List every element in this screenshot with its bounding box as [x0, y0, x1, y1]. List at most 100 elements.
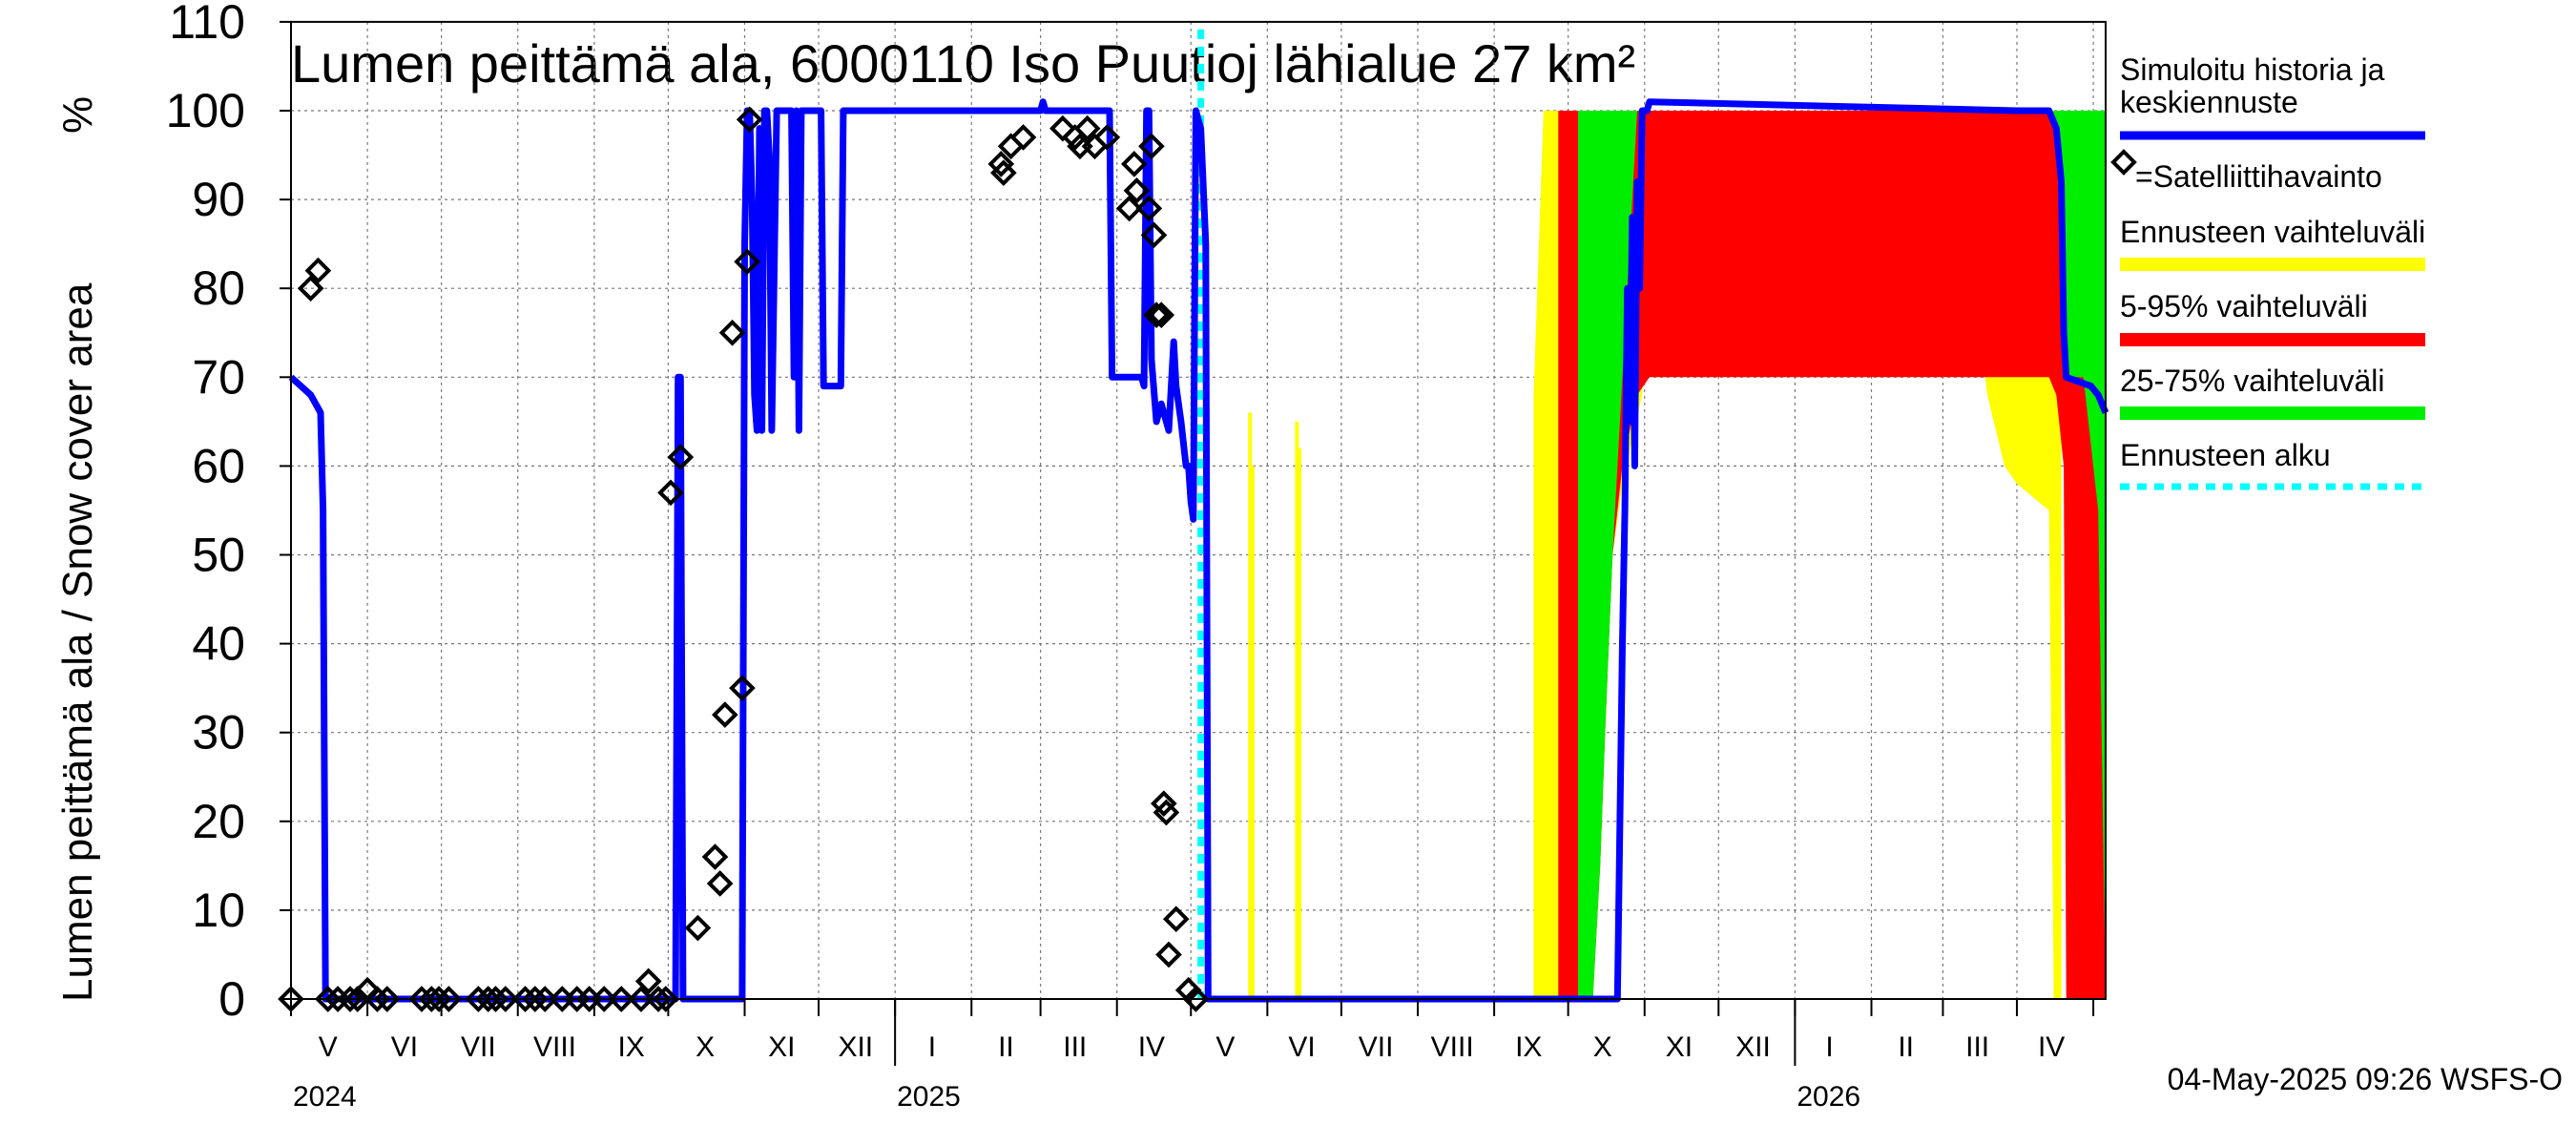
series-layer	[288, 29, 2109, 1003]
observation-point	[1148, 302, 1175, 328]
observation-point	[373, 986, 401, 1012]
observation-point	[684, 914, 712, 942]
observation-point	[1143, 302, 1170, 328]
forecast-bands	[1248, 111, 2106, 999]
observation-point	[628, 986, 654, 1012]
observation-point	[435, 986, 463, 1012]
observation-point	[522, 986, 549, 1012]
band-5-95-vaihteluv-li	[1558, 111, 2106, 999]
observation-point	[990, 159, 1017, 186]
y-tick-label: 20	[192, 795, 245, 848]
observation-point	[734, 248, 760, 276]
band-25-75-vaihteluv-li	[1578, 111, 2106, 999]
y-tick-label: 50	[192, 529, 245, 582]
legend-label-median: Simuloitu historia ja	[2120, 52, 2385, 87]
y-tick-label: 110	[169, 0, 245, 49]
y-axis-unit: %	[54, 96, 101, 134]
month-label: V	[1215, 1031, 1235, 1063]
observation-point	[667, 444, 695, 470]
observation-point	[465, 986, 492, 1012]
month-label: V	[319, 1031, 338, 1063]
legend-label-observation: =Satelliittihavainto	[2135, 159, 2382, 194]
observation-point	[1162, 906, 1190, 933]
observation-point	[987, 151, 1015, 177]
month-label: II	[1898, 1031, 1914, 1063]
month-label: I	[928, 1031, 936, 1063]
observation-point	[591, 986, 618, 1012]
month-label: VII	[461, 1031, 496, 1063]
observation-point	[718, 319, 746, 346]
month-label: X	[696, 1031, 715, 1063]
year-label: 2025	[897, 1081, 961, 1113]
observation-point	[1182, 986, 1210, 1012]
month-label: IV	[1138, 1031, 1165, 1063]
observation-point	[1155, 941, 1182, 968]
observation-point	[1115, 195, 1143, 222]
observation-point	[1153, 799, 1180, 826]
observation-point	[634, 968, 662, 995]
month-label: III	[1965, 1031, 1989, 1063]
month-label: XI	[1666, 1031, 1693, 1063]
month-label: IX	[1515, 1031, 1542, 1063]
year-label: 2026	[1797, 1081, 1860, 1113]
observation-point	[1150, 790, 1177, 818]
observation-point	[474, 986, 502, 1012]
month-label: VIII	[533, 1031, 576, 1063]
observation-point	[706, 870, 734, 897]
y-tick-label: 70	[192, 350, 245, 404]
month-label: VI	[391, 1031, 418, 1063]
observation-point	[1049, 114, 1076, 142]
observation-point	[408, 986, 435, 1012]
observation-point	[531, 986, 559, 1012]
y-tick-label: 30	[192, 706, 245, 760]
observation-point	[729, 675, 756, 701]
observation-point	[1093, 124, 1121, 151]
y-tick-label: 60	[192, 439, 245, 492]
month-label: I	[1825, 1031, 1833, 1063]
month-label: IV	[2038, 1031, 2065, 1063]
observation-point	[1140, 221, 1168, 249]
y-axis-label: Lumen peittämä ala / Snow cover area	[54, 282, 101, 1002]
y-tick-label: 0	[218, 972, 245, 1026]
y-tick-label: 10	[192, 884, 245, 937]
series-line-median	[288, 98, 2109, 1003]
observation-point	[297, 275, 324, 302]
observation-point	[652, 986, 679, 1012]
month-label: III	[1063, 1031, 1087, 1063]
y-tick-label: 40	[192, 617, 245, 671]
month-label: VIII	[1431, 1031, 1474, 1063]
legend-label-ennusteen-vaihteluv-li: Ennusteen vaihteluväli	[2120, 215, 2425, 249]
legend-label-median-line2: keskiennuste	[2120, 85, 2298, 119]
month-label: X	[1593, 1031, 1612, 1063]
observation-point	[304, 257, 332, 284]
observation-point	[608, 986, 635, 1012]
observation-point	[492, 986, 519, 1012]
observation-point	[1123, 177, 1151, 204]
observation-point	[1073, 114, 1101, 142]
observation-point	[364, 986, 391, 1012]
observation-point	[711, 701, 738, 728]
observation-point	[1135, 195, 1163, 222]
legend-label-5-95-vaihteluv-li: 5-95% vaihteluväli	[2120, 289, 2368, 323]
observation-point	[645, 986, 672, 1012]
month-label: XI	[768, 1031, 795, 1063]
month-label: II	[998, 1031, 1014, 1063]
observation-point	[337, 986, 364, 1012]
plot-frame	[290, 20, 2107, 1000]
month-label: IX	[617, 1031, 644, 1063]
satellite-observations	[278, 106, 1210, 1012]
y-tick-label: 100	[166, 84, 245, 137]
observation-point	[701, 843, 729, 870]
footer-timestamp: 04-May-2025 09:26 WSFS-O	[2168, 1062, 2563, 1096]
observation-point	[418, 986, 446, 1012]
observation-point	[314, 986, 342, 1012]
observation-point	[1009, 124, 1037, 151]
observation-point	[482, 986, 509, 1012]
month-label: VI	[1288, 1031, 1315, 1063]
observation-point	[1138, 133, 1165, 160]
observation-point	[657, 479, 684, 507]
month-label: XII	[838, 1031, 873, 1063]
chart-title: Lumen peittämä ala, 6000110 Iso Puutioj …	[291, 33, 1635, 94]
